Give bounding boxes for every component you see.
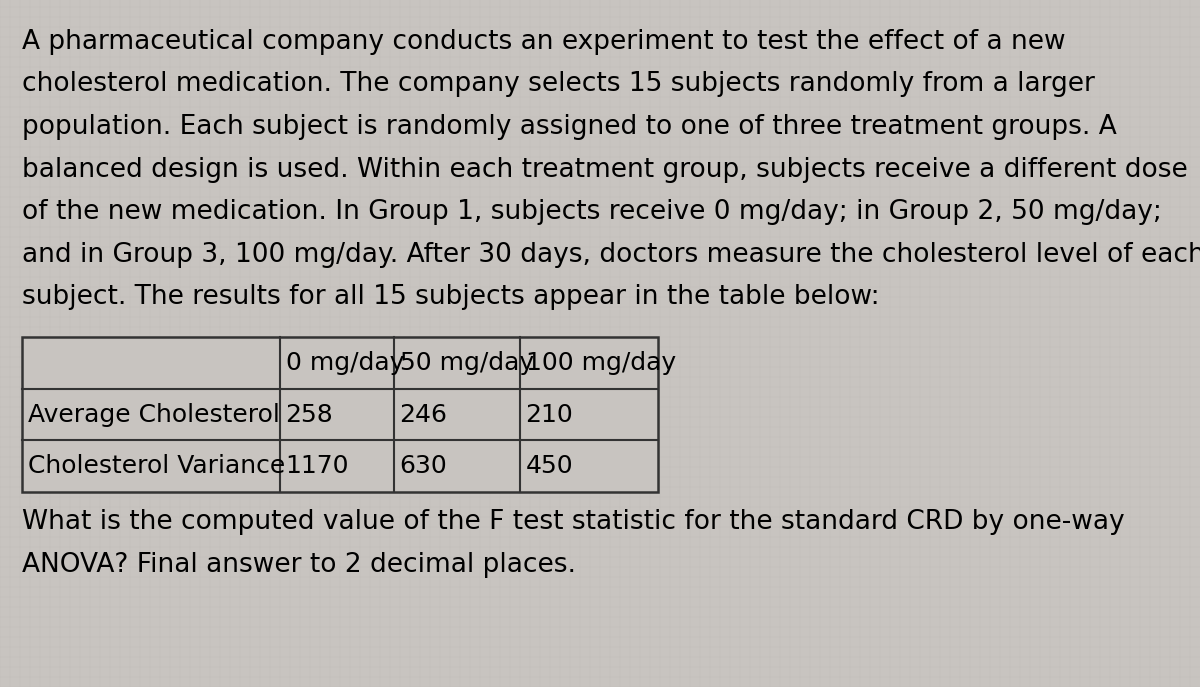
Text: Cholesterol Variance: Cholesterol Variance — [28, 454, 284, 478]
Text: and in Group 3, 100 mg/day. After 30 days, doctors measure the cholesterol level: and in Group 3, 100 mg/day. After 30 day… — [22, 242, 1200, 268]
Text: population. Each subject is randomly assigned to one of three treatment groups. : population. Each subject is randomly ass… — [22, 114, 1116, 140]
Text: 210: 210 — [526, 403, 574, 427]
Text: What is the computed value of the F test statistic for the standard CRD by one-w: What is the computed value of the F test… — [22, 509, 1124, 535]
Bar — [22, 337, 658, 492]
Text: cholesterol medication. The company selects 15 subjects randomly from a larger: cholesterol medication. The company sele… — [22, 71, 1094, 98]
Text: 246: 246 — [400, 403, 448, 427]
Text: 258: 258 — [286, 403, 334, 427]
Text: 0 mg/day: 0 mg/day — [286, 351, 404, 375]
Text: balanced design is used. Within each treatment group, subjects receive a differe: balanced design is used. Within each tre… — [22, 157, 1187, 183]
Text: subject. The results for all 15 subjects appear in the table below:: subject. The results for all 15 subjects… — [22, 284, 880, 311]
Text: 630: 630 — [400, 454, 448, 478]
Text: ANOVA? Final answer to 2 decimal places.: ANOVA? Final answer to 2 decimal places. — [22, 552, 576, 578]
Text: 100 mg/day: 100 mg/day — [526, 351, 676, 375]
Text: 1170: 1170 — [286, 454, 349, 478]
Text: Average Cholesterol: Average Cholesterol — [28, 403, 280, 427]
Text: of the new medication. In Group 1, subjects receive 0 mg/day; in Group 2, 50 mg/: of the new medication. In Group 1, subje… — [22, 199, 1162, 225]
Text: 50 mg/day: 50 mg/day — [400, 351, 534, 375]
Bar — [22, 337, 658, 492]
Text: 450: 450 — [526, 454, 574, 478]
Text: A pharmaceutical company conducts an experiment to test the effect of a new: A pharmaceutical company conducts an exp… — [22, 29, 1066, 55]
